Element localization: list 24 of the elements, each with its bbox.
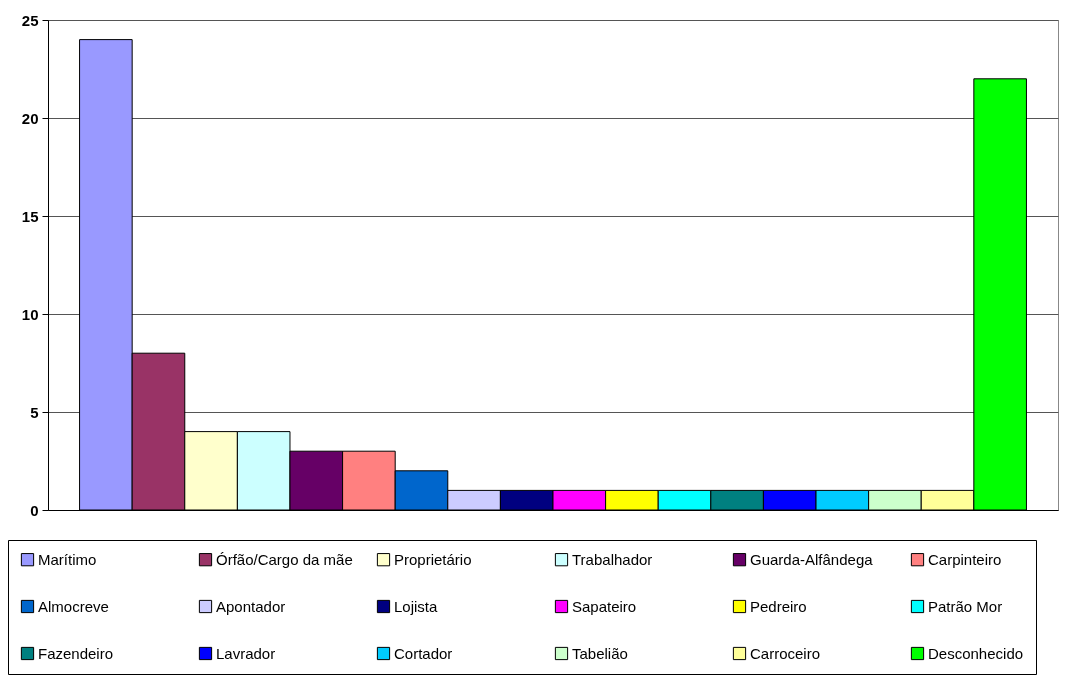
legend-label: Trabalhador [572,550,653,568]
legend-label: Lojista [394,597,439,615]
y-tick-label: 5 [30,403,39,421]
legend-label: Cortador [394,644,453,662]
legend-label: Apontador [216,597,286,615]
legend-label: Lavrador [216,644,276,662]
legend-label: Marítimo [38,550,97,568]
legend-label: Desconhecido [928,644,1024,662]
y-tick-label: 20 [21,109,39,127]
legend-label: Tabelião [572,644,628,662]
y-tick-label: 0 [30,501,39,519]
legend-label: Carroceiro [750,644,821,662]
legend-label: Almocreve [38,597,109,615]
y-tick-label: 25 [21,11,39,29]
legend-label: Sapateiro [572,597,637,615]
legend-label: Patrão Mor [928,597,1003,615]
legend-label: Pedreiro [750,597,807,615]
legend-label: Guarda-Alfândega [750,550,874,568]
legend-label: Proprietário [394,550,472,568]
legend-label: Carpinteiro [928,550,1002,568]
legend-label: Órfão/Cargo da mãe [216,550,353,568]
legend-label: Fazendeiro [38,644,114,662]
y-tick-label: 10 [21,305,39,323]
y-tick-label: 15 [21,207,39,225]
